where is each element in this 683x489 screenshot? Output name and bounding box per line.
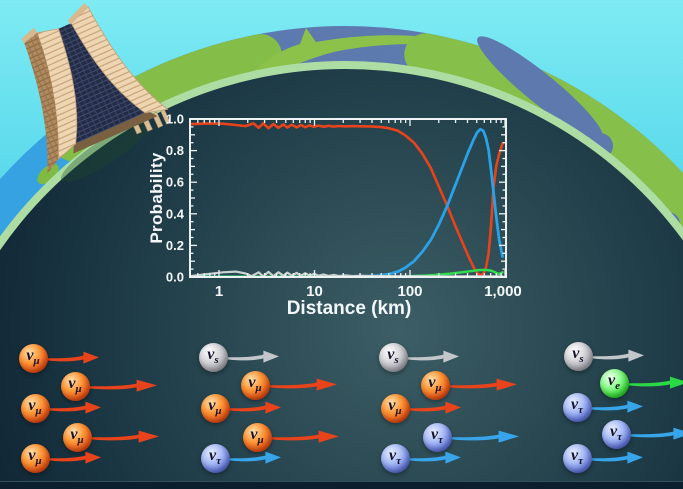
neutrino-symbol: νe	[608, 372, 620, 393]
neutrino-ball-nu_tau: ντ	[422, 422, 452, 452]
neutrino-arrow-nu_mu	[409, 401, 461, 414]
curves	[190, 122, 504, 277]
neutrino-symbol: νμ	[208, 397, 222, 418]
y-axis-title: Probability	[147, 152, 166, 244]
neutrino-arrow-nu_mu	[449, 378, 517, 391]
neutrino-arrow-nu_tau	[591, 451, 643, 464]
building-base-slab	[73, 111, 158, 154]
neutrino-symbol: νμ	[28, 397, 42, 418]
neutrino-ball-nu_mu: νμ	[240, 370, 270, 400]
neutrino-ball-nu_mu: νμ	[380, 393, 410, 423]
neutrino-arrow-nu_tau	[451, 430, 519, 443]
neutrino-symbol: νμ	[428, 374, 442, 395]
neutrino-ball-nu_mu: νμ	[20, 443, 50, 473]
neutrino-ball-nu_mu: νμ	[20, 393, 50, 423]
neutrino-ball-nu_mu: νμ	[60, 371, 90, 401]
neutrino-arrow-nu_s	[592, 349, 644, 362]
neutrino-symbol: ντ	[610, 423, 622, 444]
neutrino-ball-nu_e: νe	[599, 368, 629, 398]
neutrino-arrow-nu_tau	[229, 451, 281, 464]
x-tick-label: 1,000	[484, 283, 522, 300]
neutrino-arrow-nu_tau	[409, 451, 461, 464]
building-right-tower	[70, 6, 169, 114]
neutrino-ball-nu_mu: νμ	[62, 422, 92, 452]
tick-labels: 1 10 100 1,000 0.0 0.2 0.4 0.6 0.8 1.0	[166, 112, 522, 301]
neutrino-symbol: νμ	[70, 426, 84, 447]
neutrino-symbol: ντ	[571, 447, 583, 468]
neutrino-symbol: ντ	[431, 426, 443, 447]
neutrino-ball-nu_tau: ντ	[380, 443, 410, 473]
neutrino-ball-nu_tau: ντ	[562, 443, 592, 473]
neutrino-symbol: νμ	[250, 426, 264, 447]
neutrino-symbol: νs	[572, 345, 584, 366]
curve-nu_mu	[190, 122, 504, 277]
x-tick-label: 100	[397, 283, 422, 300]
neutrino-ball-nu_tau: ντ	[200, 443, 230, 473]
neutrino-symbol: ντ	[571, 396, 583, 417]
building-left-face	[24, 32, 59, 174]
neutrino-arrow-nu_mu	[49, 401, 101, 414]
wilson-hall-building	[21, 3, 171, 174]
neutrino-arrow-nu_s	[407, 350, 459, 363]
neutrino-symbol: ντ	[209, 447, 221, 468]
neutrino-arrow-nu_s	[227, 350, 279, 363]
x-tick-label: 10	[306, 283, 323, 300]
neutrino-symbol: νμ	[28, 447, 42, 468]
neutrino-symbol: νμ	[68, 375, 82, 396]
neutrino-ball-nu_s: νs	[563, 341, 593, 371]
y-tick-label: 0.2	[166, 238, 184, 253]
neutrino-ball-nu_tau: ντ	[562, 392, 592, 422]
neutrino-symbol: νμ	[248, 374, 262, 395]
neutrino-ball-nu_mu: νμ	[200, 393, 230, 423]
bottom-border-strip	[0, 481, 683, 489]
building-right-roof	[67, 3, 89, 25]
y-tick-label: 0.8	[166, 143, 184, 158]
axis-ticks	[190, 118, 506, 278]
neutrino-ball-nu_mu: νμ	[242, 422, 272, 452]
neutrino-arrow-nu_e	[628, 376, 683, 389]
neutrino-arrow-nu_mu	[229, 401, 281, 414]
neutrino-symbol: νs	[387, 346, 399, 367]
building-shadow	[60, 121, 150, 183]
building-glass-atrium	[58, 23, 146, 144]
neutrino-ball-nu_s: νs	[198, 342, 228, 372]
neutrino-ball-nu_tau: ντ	[601, 419, 631, 449]
neutrino-arrow-nu_mu	[269, 378, 337, 391]
chart-frame	[189, 118, 507, 278]
building-left-roof	[21, 27, 38, 44]
y-tick-label: 0.0	[166, 270, 184, 285]
neutrino-symbol: νs	[207, 346, 219, 367]
neutrino-symbol: νμ	[26, 347, 40, 368]
x-tick-label: 1	[215, 283, 223, 300]
neutrino-arrow-nu_mu	[91, 430, 159, 443]
curve-nu_tau	[190, 127, 504, 277]
neutrino-arrow-nu_tau	[630, 427, 683, 440]
neutrino-arrow-nu_mu	[47, 351, 99, 364]
y-tick-label: 0.4	[166, 206, 185, 221]
neutrino-ball-nu_s: νs	[378, 342, 408, 372]
neutrino-arrow-nu_mu	[271, 430, 339, 443]
neutrino-arrow-nu_mu	[49, 451, 101, 464]
y-tick-label: 0.6	[166, 175, 184, 190]
neutrino-arrow-nu_tau	[591, 400, 643, 413]
neutrino-arrow-nu_mu	[89, 379, 157, 392]
x-axis-title: Distance (km)	[286, 298, 412, 319]
neutrino-symbol: ντ	[389, 447, 401, 468]
neutrino-symbol: νμ	[388, 397, 402, 418]
y-tick-label: 1.0	[166, 112, 184, 127]
neutrino-ball-nu_mu: νμ	[420, 370, 450, 400]
neutrino-ball-nu_mu: νμ	[18, 343, 48, 373]
